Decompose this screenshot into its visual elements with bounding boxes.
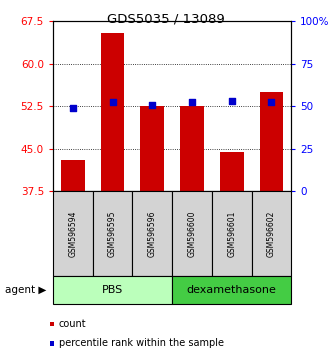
Text: percentile rank within the sample: percentile rank within the sample (59, 338, 224, 348)
Text: GSM596601: GSM596601 (227, 210, 236, 257)
Text: GDS5035 / 13089: GDS5035 / 13089 (107, 12, 224, 25)
Text: count: count (59, 319, 86, 329)
Text: GSM596596: GSM596596 (148, 210, 157, 257)
Text: PBS: PBS (102, 285, 123, 295)
Bar (61, 160, 85, 191)
Bar (260, 92, 283, 191)
Text: GSM596595: GSM596595 (108, 210, 117, 257)
Text: dexamethasone: dexamethasone (187, 285, 277, 295)
Bar (140, 106, 164, 191)
Point (229, 98, 234, 104)
Point (110, 99, 115, 105)
Bar (101, 33, 124, 191)
Bar (180, 106, 204, 191)
Point (269, 99, 274, 105)
Text: GSM596602: GSM596602 (267, 210, 276, 257)
Point (70, 105, 75, 111)
Text: agent ▶: agent ▶ (5, 285, 46, 295)
Bar (220, 152, 244, 191)
Point (189, 99, 195, 105)
Text: GSM596594: GSM596594 (68, 210, 77, 257)
Text: GSM596600: GSM596600 (187, 210, 197, 257)
Point (150, 102, 155, 107)
